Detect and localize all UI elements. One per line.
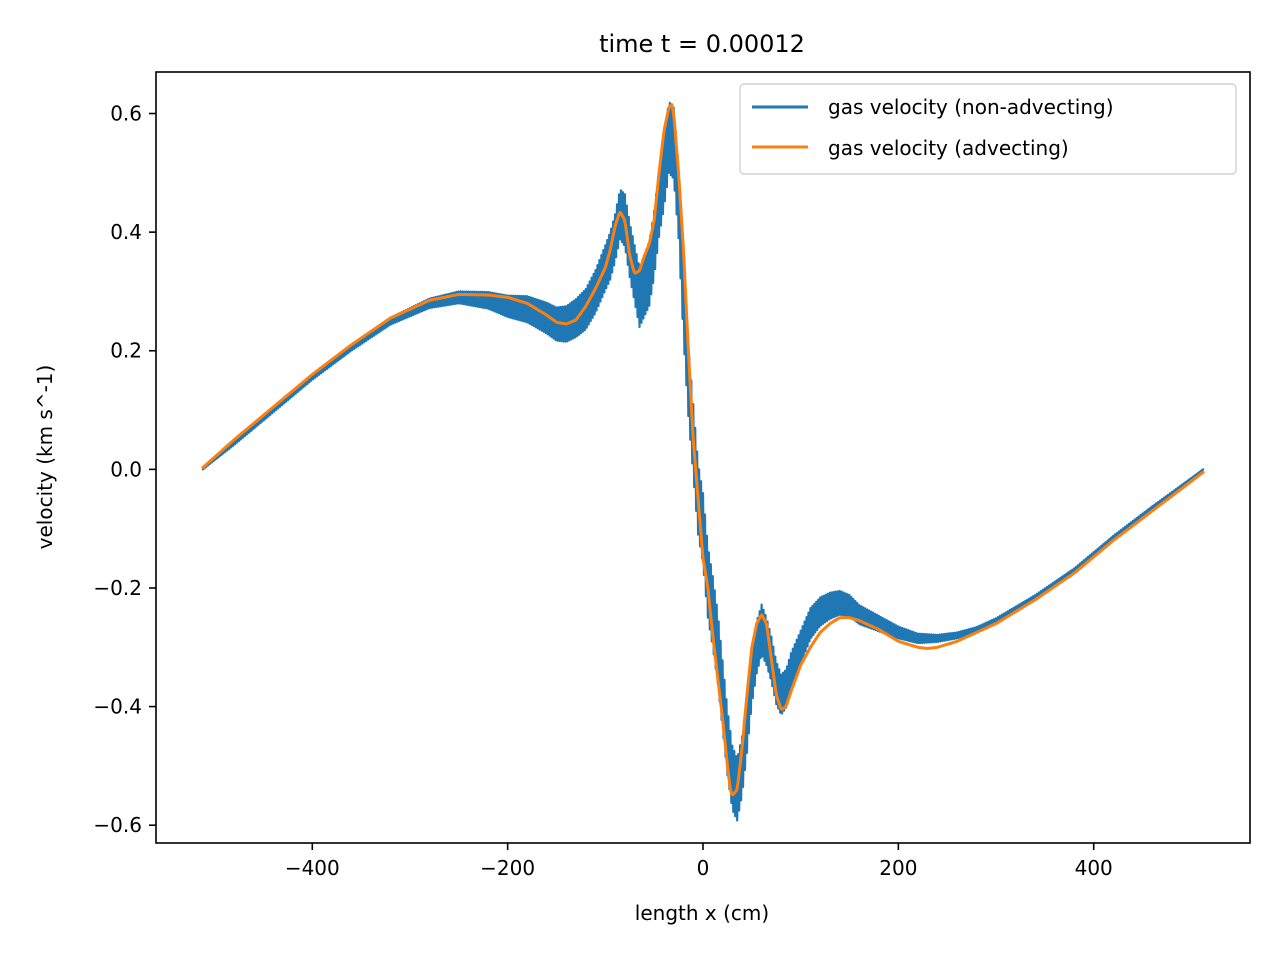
y-tick-label: 0.2 [110, 339, 142, 363]
y-axis: −0.6 −0.4 −0.2 0.0 0.2 0.4 0.6 [93, 102, 156, 837]
y-tick-label: −0.6 [93, 813, 142, 837]
x-axis: −400 −200 0 200 400 [285, 843, 1113, 880]
x-tick-label: −200 [480, 856, 535, 880]
y-tick-label: −0.4 [93, 695, 142, 719]
x-axis-label: length x (cm) [635, 901, 769, 925]
legend-label-non-advecting: gas velocity (non-advecting) [828, 95, 1114, 119]
y-tick-label: 0.6 [110, 102, 142, 126]
y-tick-label: 0.0 [110, 457, 142, 481]
x-tick-label: −400 [285, 856, 340, 880]
x-tick-label: 400 [1075, 856, 1113, 880]
y-axis-label: velocity (km s^-1) [33, 365, 57, 550]
y-tick-label: −0.2 [93, 576, 142, 600]
legend-box [739, 83, 1237, 175]
legend-label-advecting: gas velocity (advecting) [828, 136, 1069, 160]
x-tick-label: 0 [697, 856, 710, 880]
legend: gas velocity (non-advecting) gas velocit… [739, 83, 1237, 175]
series-line-advecting [201, 103, 1205, 797]
series-line-non-advecting [201, 101, 1205, 822]
series-layer [201, 101, 1205, 822]
x-tick-label: 200 [879, 856, 917, 880]
chart-title: time t = 0.00012 [599, 30, 805, 58]
y-tick-label: 0.4 [110, 220, 142, 244]
